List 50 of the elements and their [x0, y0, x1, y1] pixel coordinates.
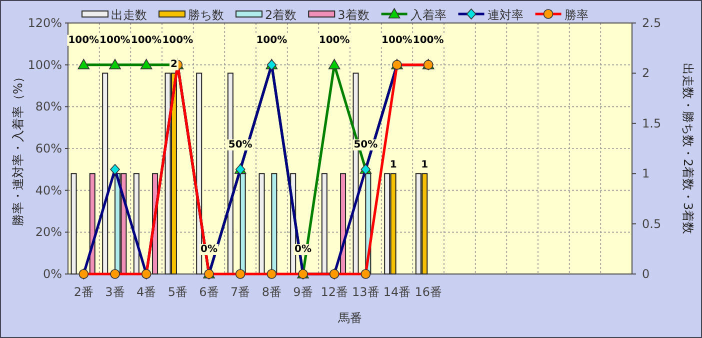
- data-label: 1: [421, 160, 428, 171]
- y-tick-label: 60%: [35, 142, 62, 156]
- data-label: 100%: [256, 34, 288, 46]
- data-label: 100%: [382, 34, 412, 46]
- x-axis-title: 馬番: [337, 311, 362, 325]
- data-label: 2: [170, 59, 178, 70]
- y-tick-label: 100%: [28, 58, 62, 72]
- legend-label: 勝ち数: [188, 8, 224, 22]
- y-tick-label: 20%: [35, 225, 62, 240]
- legend-label: 入着率: [410, 8, 446, 22]
- data-label: 1: [390, 160, 397, 171]
- y2-tick-label: 0: [642, 267, 650, 281]
- y2-tick-label: 1: [642, 166, 650, 181]
- y-axis-title: 勝率・連対率・入着率（%）: [11, 70, 25, 226]
- x-tick-label: 14番: [383, 285, 411, 299]
- x-tick-label: 9番: [293, 285, 313, 299]
- x-tick-label: 3番: [105, 285, 125, 299]
- data-label: 100%: [68, 34, 100, 46]
- y-tick-label: 80%: [35, 100, 62, 114]
- data-label: 100%: [130, 34, 162, 46]
- data-label: 50%: [354, 139, 378, 150]
- data-label: 100%: [412, 34, 444, 46]
- y2-tick-label: 2: [642, 66, 650, 80]
- y-tick-label: 40%: [35, 183, 62, 198]
- y-tick-label: 0%: [42, 267, 62, 281]
- x-tick-label: 2番: [74, 285, 94, 299]
- x-tick-label: 5番: [168, 285, 188, 299]
- x-tick-label: 12番: [320, 285, 348, 299]
- x-tick-label: 4番: [136, 285, 156, 299]
- x-tick-label: 8番: [262, 285, 282, 299]
- x-tick-label: 7番: [230, 285, 250, 299]
- data-label: 0%: [294, 244, 312, 255]
- x-tick-label: 16番: [414, 285, 442, 299]
- data-label: 50%: [228, 139, 252, 150]
- data-label: 0%: [200, 244, 218, 255]
- y-tick-label: 120%: [28, 16, 62, 30]
- legend-label: 連対率: [487, 8, 524, 22]
- data-label: 100%: [100, 34, 130, 46]
- x-tick-label: 13番: [352, 285, 380, 299]
- legend-label: 出走数: [111, 8, 147, 22]
- data-label: 100%: [318, 34, 350, 46]
- y2-tick-label: 0.5: [642, 216, 662, 231]
- y2-tick-label: 1.5: [642, 116, 662, 130]
- x-tick-label: 6番: [199, 285, 219, 299]
- legend-label: 3着数: [338, 8, 370, 22]
- data-label: 100%: [162, 34, 194, 46]
- legend-label: 2着数: [265, 8, 297, 22]
- y2-axis-title: 出走数・勝ち数・2着数・3着数: [681, 62, 695, 234]
- legend-label: 勝率: [564, 8, 588, 22]
- y2-tick-label: 2.5: [642, 16, 662, 30]
